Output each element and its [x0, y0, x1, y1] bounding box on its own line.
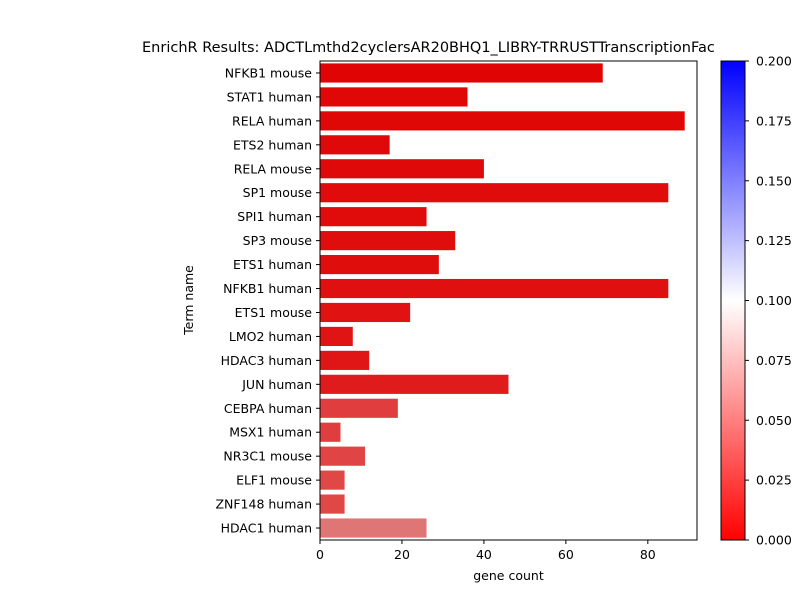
colorbar-tick-label: 0.100: [756, 293, 792, 308]
bar: [320, 254, 439, 275]
y-tick-label: SPI1 human: [237, 209, 312, 224]
y-tick-label: NFKB1 mouse: [225, 65, 312, 80]
x-ticks-group: 0 20 40 60 80: [316, 540, 656, 562]
bar: [320, 302, 411, 323]
y-tick-label: STAT1 human: [227, 89, 312, 104]
plot-area: NFKB1 mouse STAT1 human RELA human ETS2 hum…: [215, 60, 698, 562]
y-tick-label: ETS1 human: [233, 257, 312, 272]
y-tick-label: NR3C1 mouse: [223, 449, 312, 464]
bar: [320, 111, 685, 131]
bar: [320, 494, 345, 514]
bars-group: [320, 63, 685, 538]
colorbar-tick-label: 0.125: [756, 233, 792, 248]
bar: [320, 63, 603, 83]
y-tick-label: HDAC3 human: [221, 353, 312, 368]
colorbar-tick-label: 0.150: [756, 173, 792, 188]
x-tick-label: 80: [640, 547, 656, 562]
y-ticks-group: NFKB1 mouse STAT1 human RELA human ETS2 hum…: [215, 65, 320, 536]
y-tick-label: ZNF148 human: [215, 497, 312, 512]
x-axis-label: gene count: [473, 568, 544, 583]
x-tick-label: 40: [476, 547, 492, 562]
y-tick-label: ELF1 mouse: [236, 473, 312, 488]
y-tick-label: JUN human: [241, 377, 312, 392]
x-tick-label: 20: [394, 547, 410, 562]
y-tick-label: NFKB1 human: [223, 281, 312, 296]
bar: [320, 518, 427, 538]
bar: [320, 326, 353, 347]
bar: [320, 350, 370, 370]
bar: [320, 87, 468, 107]
colorbar: 0.000 0.025 0.050 0.075 0.100 0.125 0.150 0.175…: [720, 54, 792, 548]
y-tick-label: HDAC1 human: [221, 521, 312, 536]
y-tick-label: LMO2 human: [229, 329, 312, 344]
y-tick-label: SP3 mouse: [243, 233, 313, 248]
bar: [320, 446, 366, 466]
y-tick-label: ETS1 mouse: [235, 305, 313, 320]
bar: [320, 278, 669, 299]
y-tick-label: RELA human: [232, 113, 312, 128]
colorbar-tick-label: 0.025: [756, 473, 792, 488]
plot-frame: [319, 60, 698, 541]
chart-title: EnrichR Results: ADCTLmthd2cyclersAR20BH…: [142, 40, 715, 56]
y-tick-label: ETS2 human: [233, 137, 312, 152]
y-axis-label: Term name: [181, 265, 196, 336]
colorbar-tick-label: 0.175: [756, 113, 792, 128]
bar: [320, 422, 341, 442]
bar: [320, 374, 509, 394]
colorbar-tick-label: 0.000: [756, 533, 792, 548]
bar: [320, 159, 484, 179]
y-tick-label: CEBPA human: [224, 401, 312, 416]
colorbar-tick-label: 0.075: [756, 353, 792, 368]
colorbar-gradient: [720, 60, 746, 541]
y-tick-label: RELA mouse: [234, 161, 313, 176]
y-tick-label: SP1 mouse: [243, 185, 313, 200]
y-tick-label: MSX1 human: [229, 425, 312, 440]
bar: [320, 398, 398, 418]
x-tick-label: 60: [558, 547, 574, 562]
x-tick-label: 0: [316, 547, 324, 562]
bar: [320, 231, 456, 251]
bar: [320, 183, 669, 203]
colorbar-tick-label: 0.050: [756, 413, 792, 428]
colorbar-tick-label: 0.200: [756, 54, 792, 69]
bar: [320, 135, 390, 155]
colorbar-ticks-group: 0.000 0.025 0.050 0.075 0.100 0.125 0.150 0.175…: [745, 54, 792, 548]
bar: [320, 470, 345, 490]
bar: [320, 207, 427, 227]
